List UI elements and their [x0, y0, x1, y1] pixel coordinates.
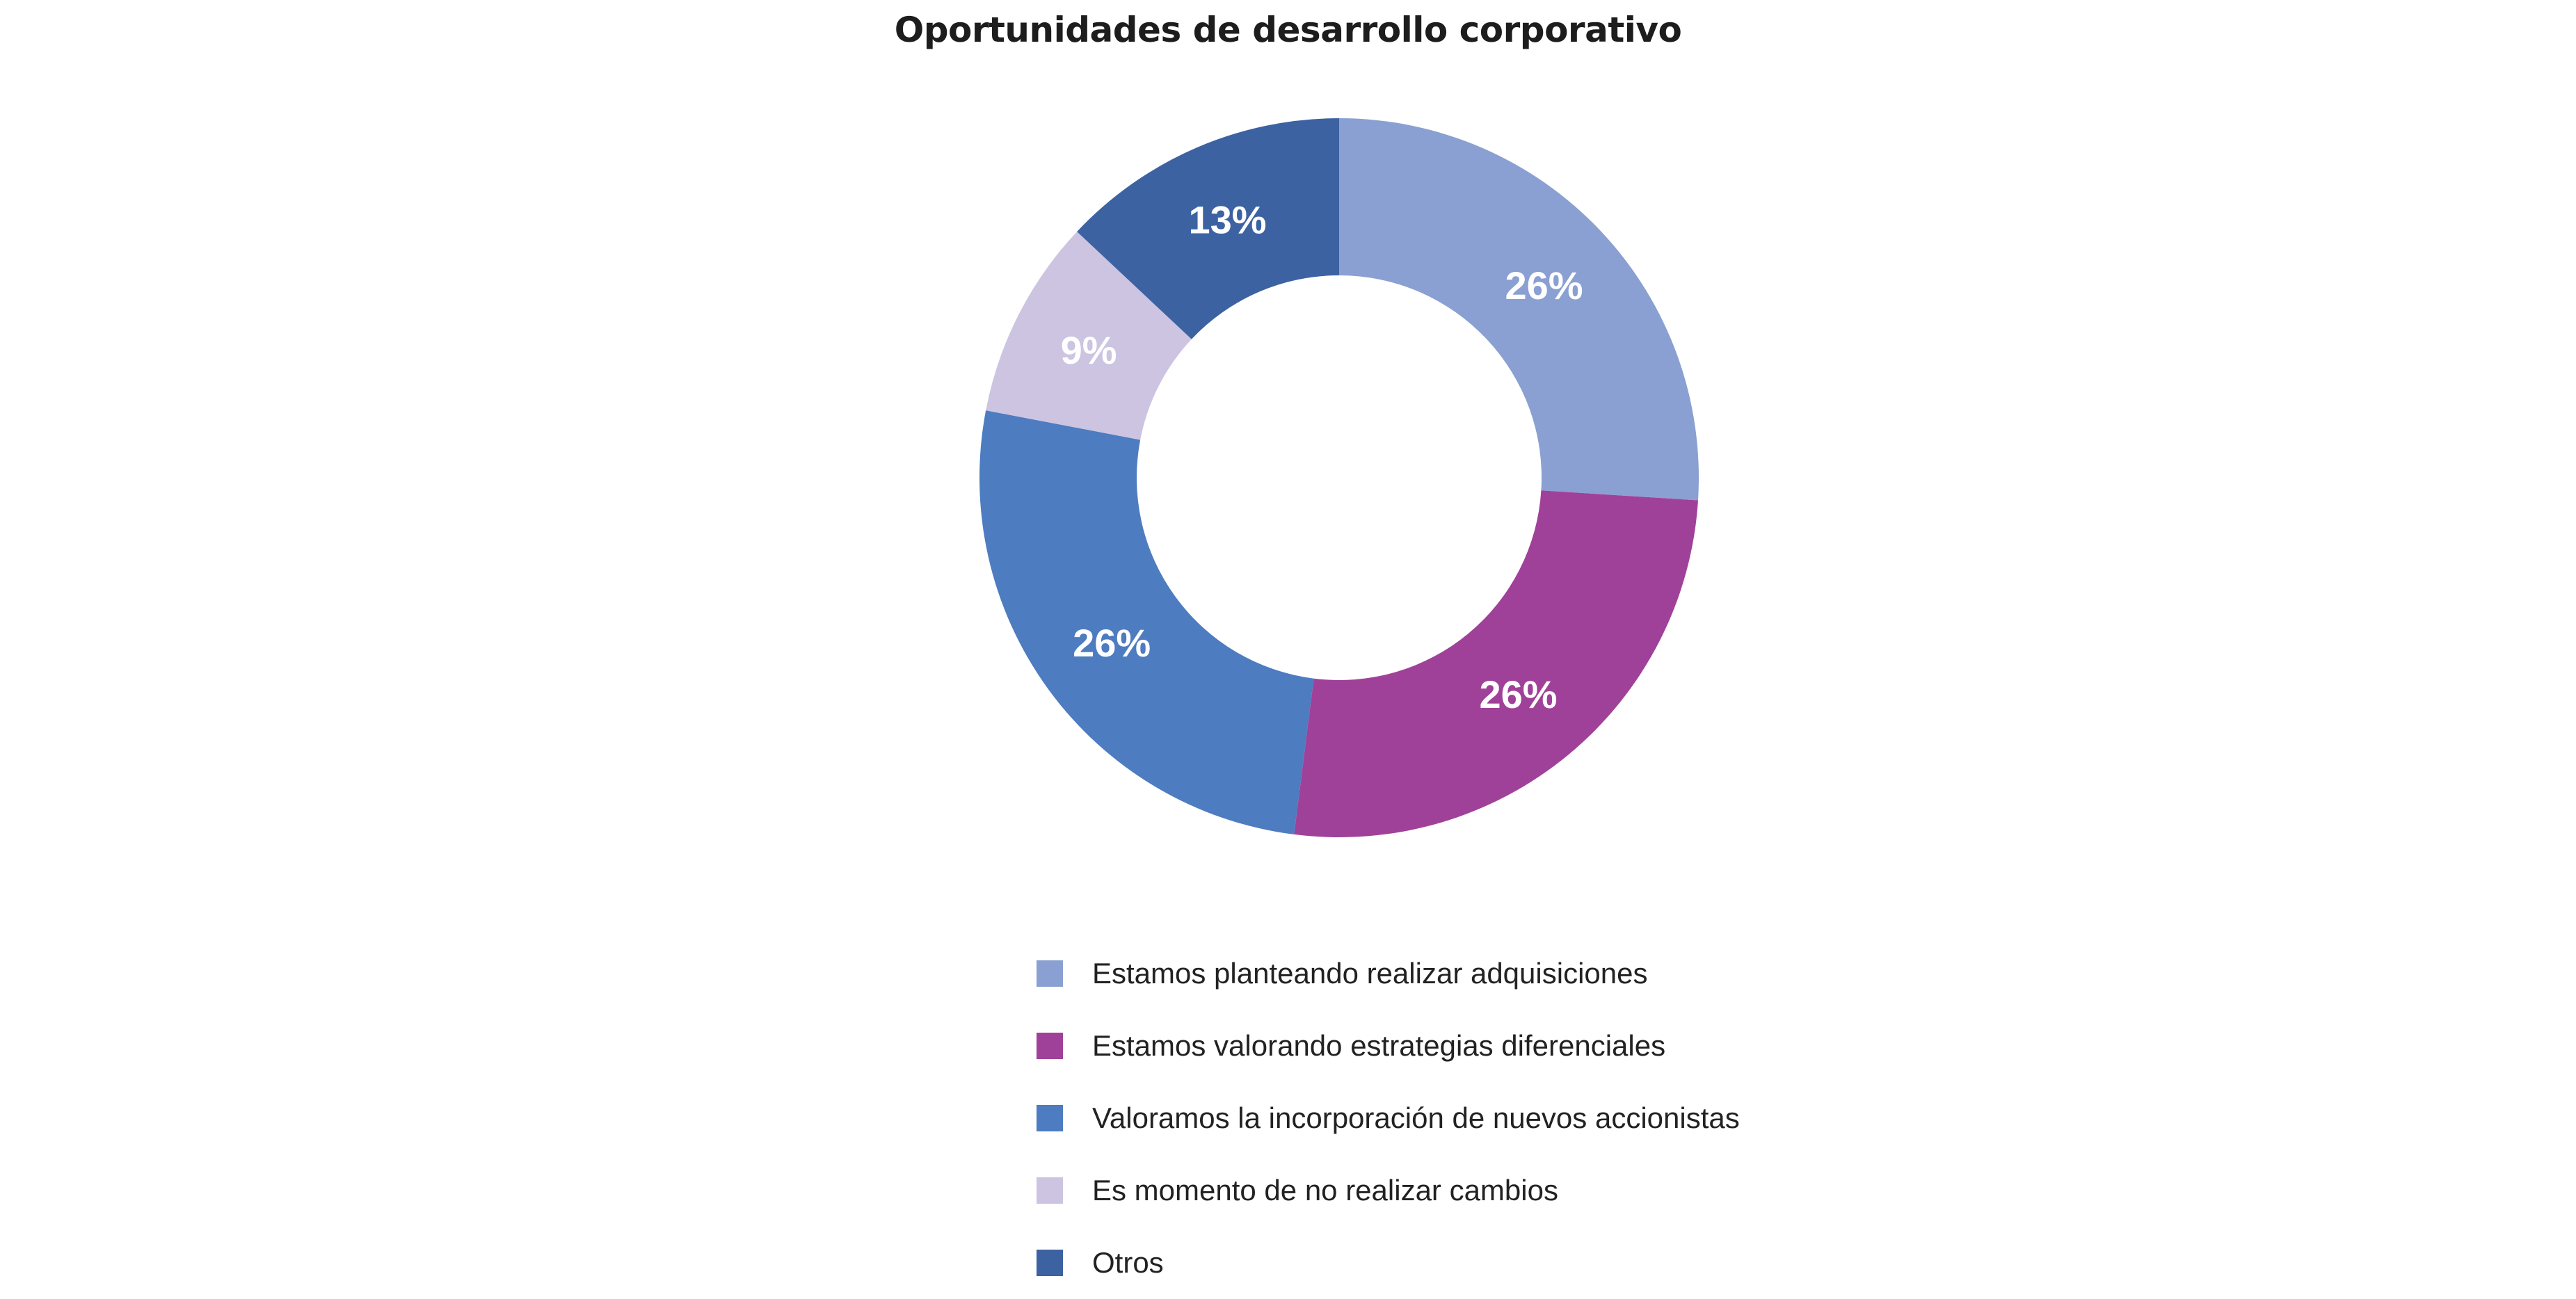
chart-legend: Estamos planteando realizar adquisicione…	[1037, 937, 1740, 1299]
legend-label: Valoramos la incorporación de nuevos acc…	[1092, 1102, 1740, 1134]
donut-slice-2	[1294, 490, 1698, 838]
legend-item: Otros	[1037, 1227, 1740, 1299]
donut-slice-labels: 26% 26% 26% 9% 13%	[1061, 198, 1583, 716]
legend-label: Estamos valorando estrategias diferencia…	[1092, 1029, 1666, 1062]
legend-swatch	[1037, 1033, 1063, 1059]
legend-label: Es momento de no realizar cambios	[1092, 1174, 1558, 1207]
slice-value-label: 9%	[1061, 328, 1117, 372]
slice-value-label: 26%	[1505, 264, 1583, 307]
donut-slice-1	[1339, 118, 1699, 501]
legend-swatch	[1037, 1177, 1063, 1204]
donut-slice-5	[1077, 118, 1339, 339]
chart-title: Oportunidades de desarrollo corporativo	[894, 10, 1682, 50]
legend-item: Valoramos la incorporación de nuevos acc…	[1037, 1082, 1740, 1154]
legend-item: Estamos valorando estrategias diferencia…	[1037, 1010, 1740, 1082]
slice-value-label: 26%	[1479, 672, 1557, 716]
legend-item: Es momento de no realizar cambios	[1037, 1154, 1740, 1227]
legend-item: Estamos planteando realizar adquisicione…	[1037, 937, 1740, 1010]
donut-chart: 26% 26% 26% 9% 13%	[979, 118, 1699, 838]
donut-slice-4	[986, 232, 1192, 440]
legend-label: Otros	[1092, 1246, 1164, 1279]
legend-label: Estamos planteando realizar adquisicione…	[1092, 957, 1648, 990]
slice-value-label: 13%	[1189, 198, 1267, 242]
slice-value-label: 26%	[1073, 621, 1151, 665]
donut-slices	[979, 118, 1699, 838]
legend-swatch	[1037, 960, 1063, 987]
legend-swatch	[1037, 1105, 1063, 1131]
legend-swatch	[1037, 1250, 1063, 1276]
donut-slice-3	[979, 410, 1314, 834]
